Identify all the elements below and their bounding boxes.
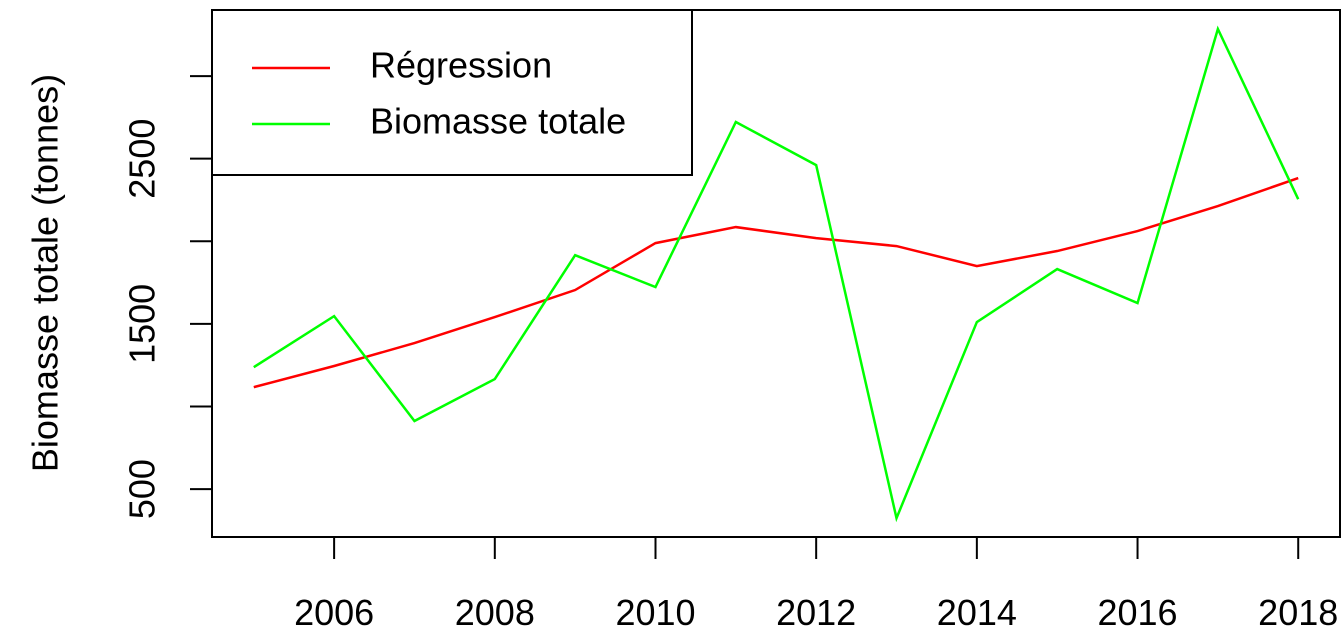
y-axis-label: Biomasse totale (tonnes) bbox=[25, 74, 66, 472]
x-tick-label: 2018 bbox=[1258, 592, 1338, 633]
y-tick-label: 2500 bbox=[122, 119, 163, 199]
x-tick-label: 2012 bbox=[776, 592, 856, 633]
y-tick-label: 500 bbox=[122, 459, 163, 519]
x-tick-label: 2006 bbox=[294, 592, 374, 633]
legend-label: Régression bbox=[370, 45, 552, 86]
x-tick-label: 2014 bbox=[937, 592, 1017, 633]
legend-label: Biomasse totale bbox=[370, 101, 626, 142]
x-tick-label: 2010 bbox=[615, 592, 695, 633]
series-line bbox=[253, 25, 1300, 523]
x-tick-label: 2016 bbox=[1097, 592, 1177, 633]
legend-box bbox=[211, 9, 693, 176]
plot-frame bbox=[211, 9, 1341, 538]
x-tick-label: 2008 bbox=[455, 592, 535, 633]
y-tick-label: 1500 bbox=[122, 284, 163, 364]
series-line bbox=[253, 176, 1299, 389]
